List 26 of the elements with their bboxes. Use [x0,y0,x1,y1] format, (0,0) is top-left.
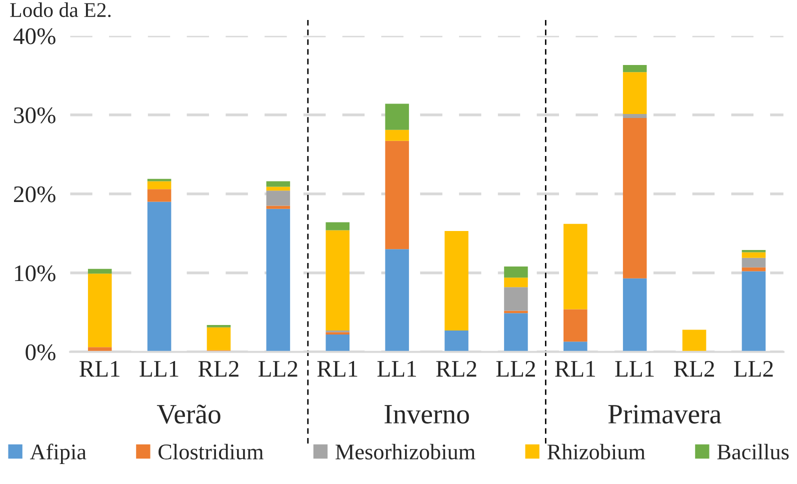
x-tick-label: LL2 [258,360,298,377]
x-tick-label: LL1 [140,361,178,377]
x-tick-label: RL1 [555,361,595,377]
y-tick-label: 40% [13,28,56,44]
x-tick-label: LL1 [377,361,416,377]
x-tick-label: LL2 [496,360,535,377]
x-tick-label: RL1 [80,361,120,377]
x-tick-label: RL2 [198,360,238,377]
x-tick-label: RL2 [674,360,714,377]
x-tick-label: RL1 [317,361,358,377]
text: Verão [156,404,220,424]
legend-label: Clostridium [158,444,264,460]
x-tick-label: RL2 [436,360,476,377]
legend-label: Afipia [30,444,86,464]
text: Primavera [608,404,722,424]
text: Inverno [384,405,469,424]
text: Lodo da E2. [10,2,111,18]
y-tick-label: 20% [14,186,56,202]
y-tick-label: 0% [26,344,56,360]
y-tick-label: 10% [15,265,56,282]
legend-label: Rhizobium [547,444,646,460]
legend-label: Bacillus [717,444,789,460]
y-tick-label: 30% [14,107,56,124]
x-tick-label: LL2 [734,360,773,377]
x-tick-label: LL1 [615,361,654,377]
legend-label: Mesorhizobium [336,444,476,460]
